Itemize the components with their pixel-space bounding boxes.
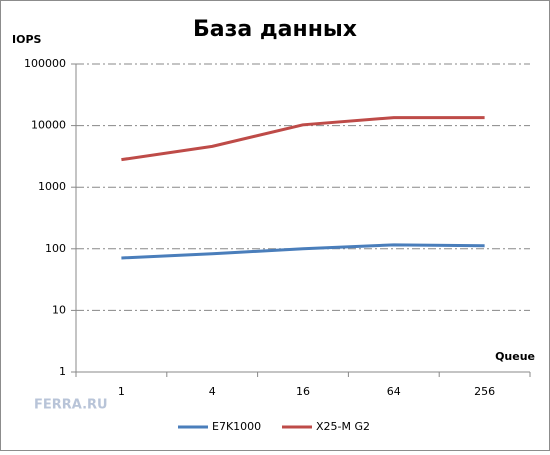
series-line <box>121 116 485 162</box>
y-tick-label: 100 <box>45 242 66 255</box>
y-tick-label: 1 <box>59 365 66 378</box>
x-tick-label: 16 <box>296 385 310 398</box>
x-axis-label: Queue <box>495 350 535 363</box>
y-tick-label: 1000 <box>38 180 66 193</box>
y-axis-label: IOPS <box>12 33 42 46</box>
watermark: FERRA.RU <box>34 398 108 413</box>
x-tick-label: 64 <box>387 385 401 398</box>
y-tick-label: 100000 <box>24 57 66 70</box>
legend-label: X25-M G2 <box>316 420 370 433</box>
chart-title: База данных <box>193 17 357 42</box>
series-line <box>121 243 485 260</box>
x-tick-label: 256 <box>474 385 495 398</box>
x-tick-label: 1 <box>118 385 125 398</box>
y-tick-label: 10000 <box>31 119 66 132</box>
y-tick-label: 10 <box>52 303 66 316</box>
x-tick-label: 4 <box>209 385 216 398</box>
legend-label: E7K1000 <box>212 420 261 433</box>
